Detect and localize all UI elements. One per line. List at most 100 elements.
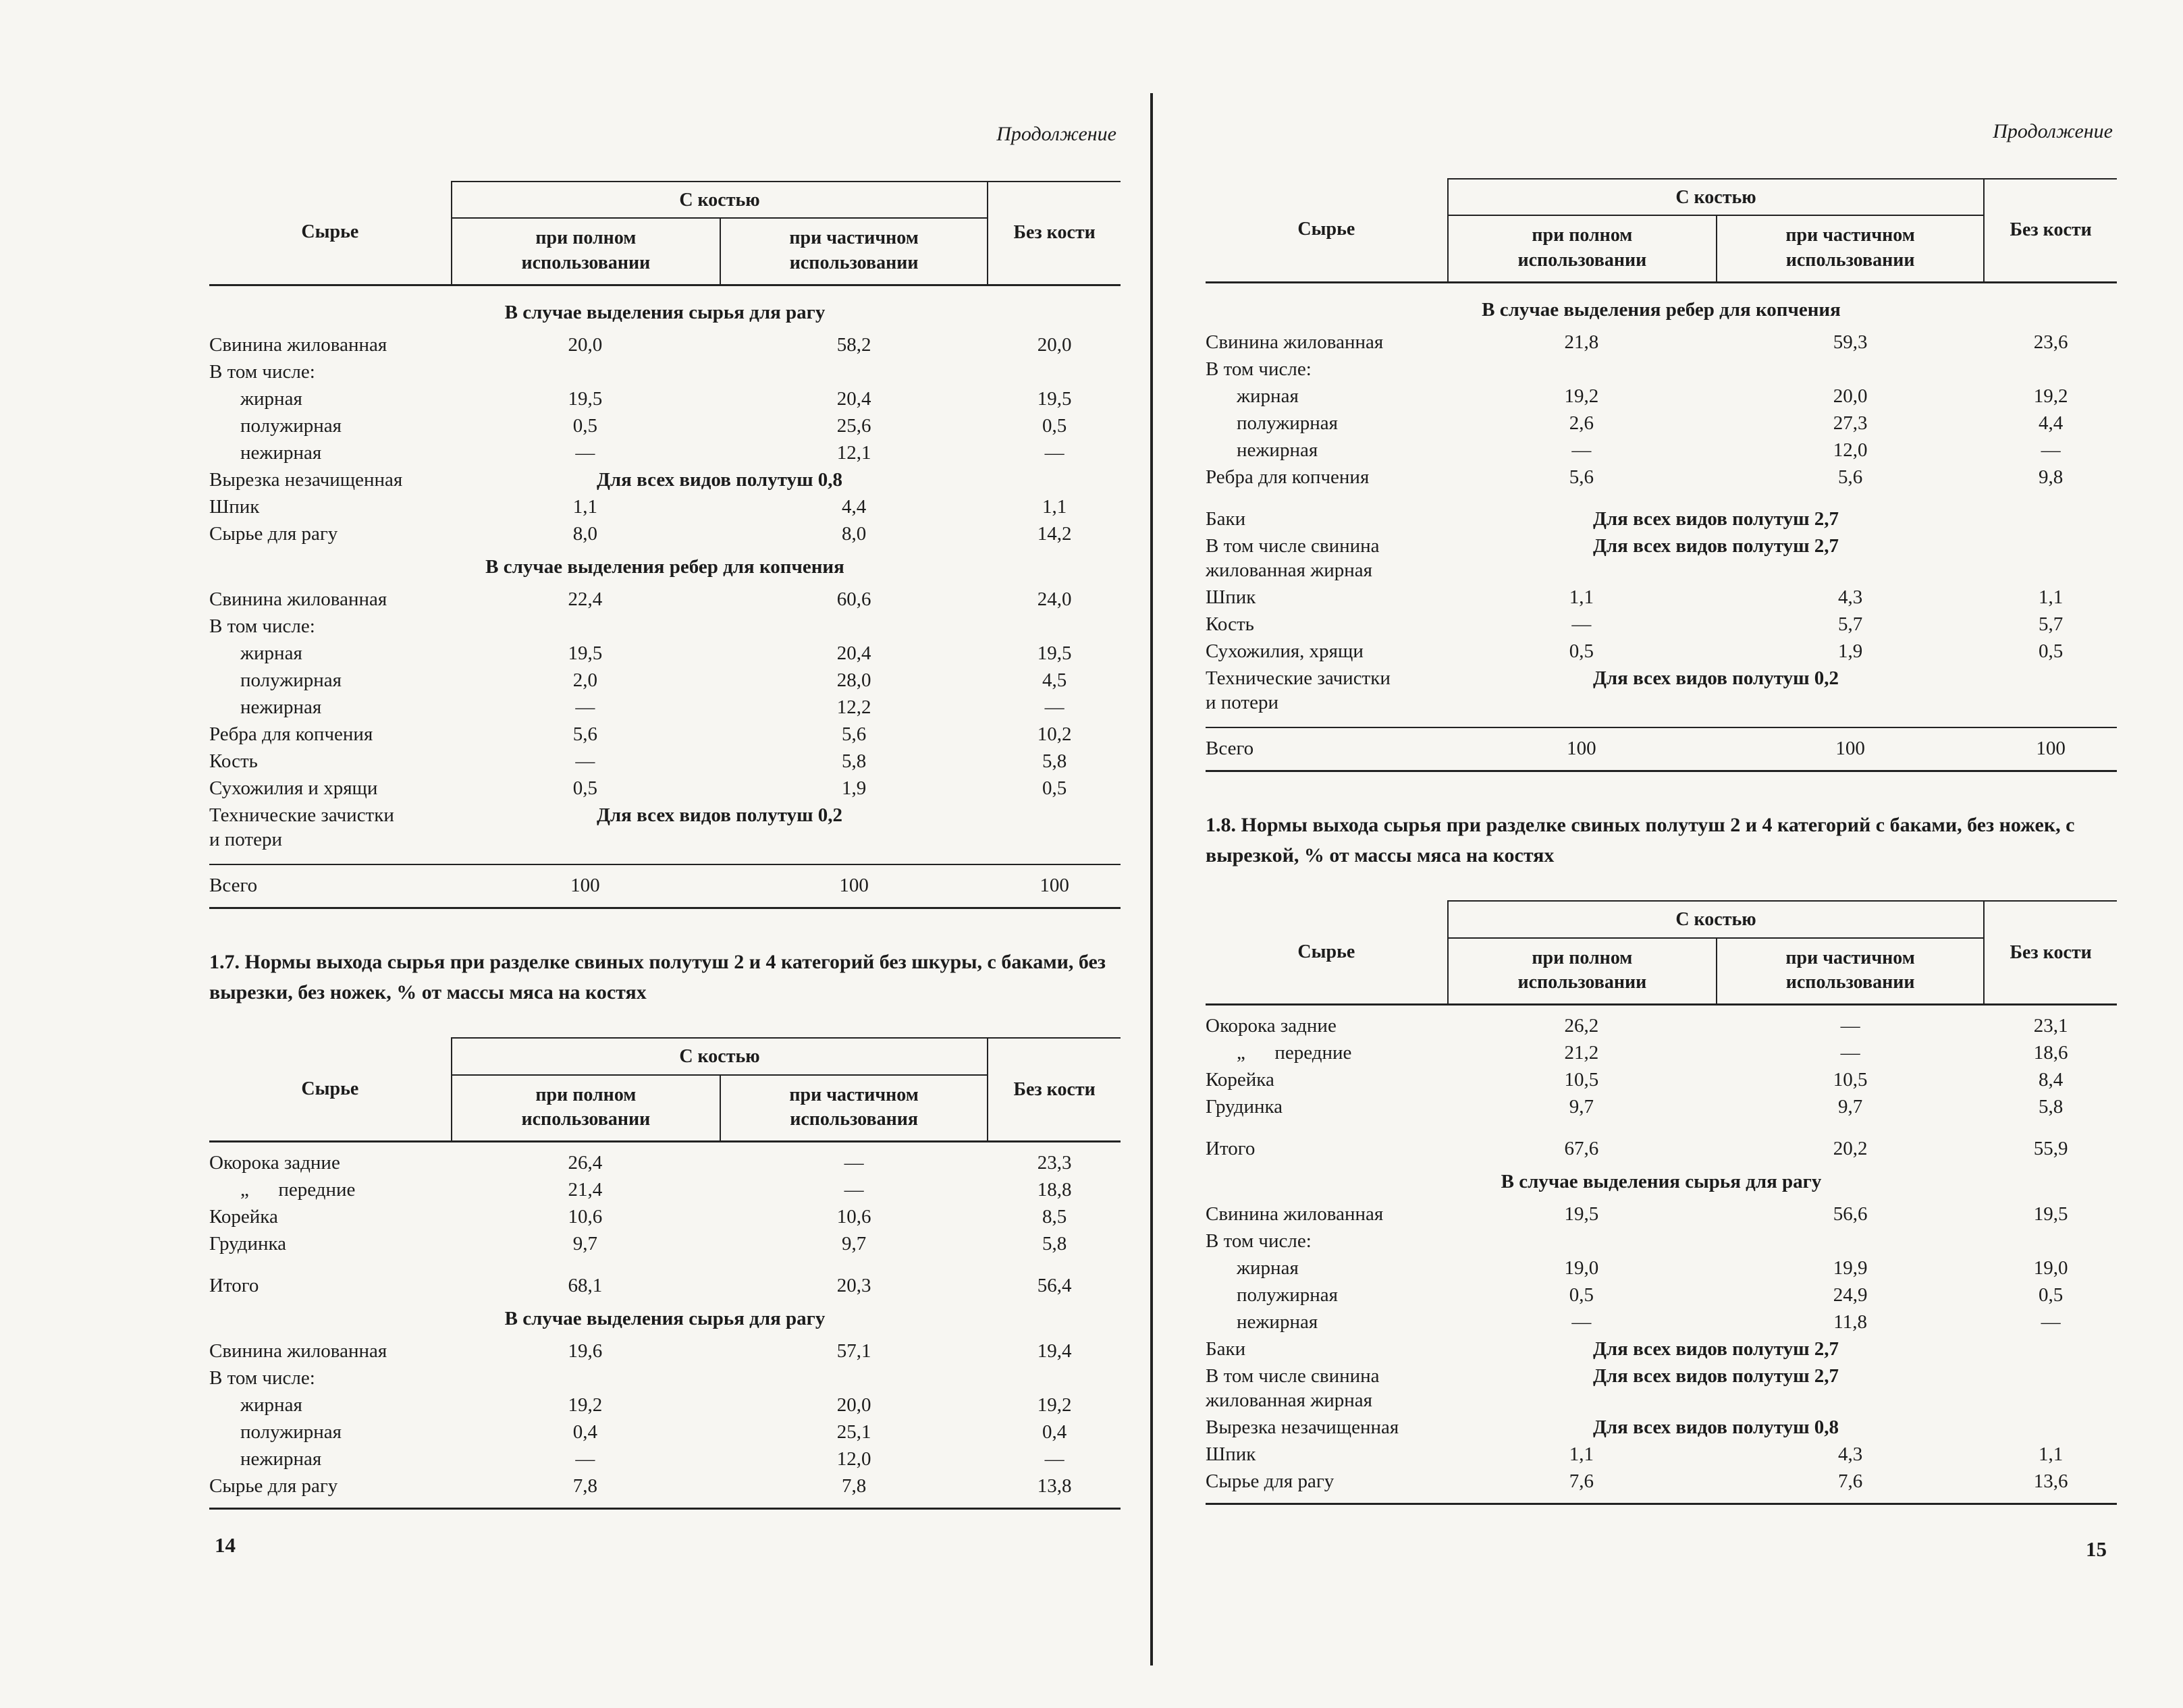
row-label: Корейка: [209, 1206, 278, 1228]
continuation-label-right: Продолжение: [1993, 120, 2113, 142]
header-boneless-column: Без кости: [1985, 178, 2117, 281]
row-label: Технические зачистки и потери: [1206, 667, 1391, 714]
table-continuation-right: Сырье С костью при полном использовании при…: [1206, 178, 2117, 773]
row-value-partial-use: 4,4: [842, 496, 867, 518]
header-boneless-label: Без кости: [1013, 1078, 1096, 1100]
row-value-boneless: 13,8: [1037, 1475, 1072, 1497]
row-value-boneless: 9,8: [2039, 466, 2064, 489]
table-1-8: Сырье С костью при полном использовании при…: [1206, 900, 2117, 1506]
row-value-full-use: 67,6: [1564, 1138, 1599, 1160]
row-value-full-use: 0,5: [1569, 1284, 1594, 1306]
row-label: В том числе свинина жилованная жирная: [1206, 1365, 1380, 1412]
section-heading-1-8: 1.8. Нормы выхода сырья при разделке сви…: [1206, 814, 2075, 867]
row-value-full-use: 1,1: [1569, 586, 1594, 609]
table-row: Технические зачистки и потери Для всех ви…: [1206, 665, 2117, 716]
row-value-full-use: 26,2: [1564, 1015, 1599, 1037]
row-label: Ребра для копчения: [1206, 466, 1370, 489]
row-value-boneless: 5,8: [2039, 1096, 2064, 1118]
row-value-partial-use: 12,0: [836, 1448, 871, 1470]
row-label: полужирная: [240, 1421, 342, 1443]
header-full-use-label: при полном использовании: [521, 227, 651, 273]
row-label: „ передние: [1237, 1042, 1352, 1064]
row-value-partial-use: 20,4: [836, 642, 871, 665]
row-value-partial-use: 5,8: [842, 750, 867, 773]
table-header: Сырье С костью при полном использовании при…: [1206, 900, 2117, 1006]
header-with-bone-group: С костью при полном использовании при част…: [450, 1037, 989, 1141]
row-value-partial-use: —: [1840, 1015, 1860, 1037]
page-15: Продолжение Сырье С костью при полном испо…: [1206, 120, 2117, 1506]
row-value-partial-use: 20,0: [836, 1394, 871, 1416]
page-number-14: 14: [215, 1533, 236, 1557]
table-row: жирная 19,5 20,4 19,5: [209, 640, 1121, 667]
section-title: В случае выделения ребер для копчения: [485, 556, 844, 578]
table-row: полужирная 2,6 27,3 4,4: [1206, 410, 2117, 437]
table-row: Свинина жилованная 21,8 59,3 23,6: [1206, 329, 2117, 356]
row-span-note: Для всех видов полутуш 0,2: [1592, 667, 1839, 690]
header-subcolumns: при полном использовании при частичном ис…: [452, 1075, 988, 1141]
header-with-bone-label: С костью: [1448, 180, 1984, 217]
table-row: нежирная — 12,1 —: [209, 439, 1121, 466]
row-value-full-use: 26,4: [568, 1152, 603, 1174]
table-row: Шпик 1,1 4,3 1,1: [1206, 584, 2117, 611]
row-label: В том числе:: [209, 1367, 315, 1389]
table-row: полужирная 0,4 25,1 0,4: [209, 1418, 1121, 1445]
table-row: жирная 19,0 19,9 19,0: [1206, 1255, 2117, 1282]
row-value-full-use: 19,5: [1564, 1203, 1599, 1225]
table-row: Вырезка незачищенная Для всех видов полут…: [209, 466, 1121, 493]
header-material-label: Сырье: [1297, 219, 1355, 240]
table-row: „ передние 21,4 — 18,8: [209, 1176, 1121, 1203]
header-with-bone-label: С костью: [1448, 902, 1984, 939]
row-label: Окорока задние: [209, 1152, 340, 1174]
row-value-full-use: 10,5: [1564, 1069, 1599, 1091]
header-partial-use-label: при частичном использовании: [1716, 216, 1983, 282]
table-row: Всего 100 100 100: [209, 864, 1121, 899]
row-value-full-use: 21,8: [1564, 331, 1599, 354]
row-value-full-use: 19,0: [1564, 1257, 1599, 1279]
row-value-partial-use: 8,0: [842, 523, 867, 545]
row-value-partial-use: 4,3: [1838, 1443, 1863, 1466]
header-partial-use-label: при частичном использовании: [1716, 938, 1983, 1004]
header-boneless-label: Без кости: [2010, 941, 2092, 963]
table-row: Окорока задние 26,2 — 23,1: [1206, 1012, 2117, 1039]
row-span-note: Для всех видов полутуш 0,2: [596, 804, 843, 827]
table-row: Сырье для рагу 7,8 7,8 13,8: [209, 1472, 1121, 1499]
row-value-partial-use: 20,3: [836, 1275, 871, 1297]
table-row: жирная 19,2 20,0 19,2: [209, 1392, 1121, 1418]
row-value-partial-use: 20,4: [836, 388, 871, 410]
row-label: В том числе:: [209, 361, 315, 383]
row-value-boneless: 24,0: [1037, 588, 1072, 611]
row-value-full-use: 20,0: [568, 334, 603, 356]
row-value-full-use: 19,2: [568, 1394, 603, 1416]
row-value-boneless: 5,8: [1042, 750, 1067, 773]
row-value-full-use: 19,2: [1564, 385, 1599, 408]
row-value-full-use: 7,6: [1569, 1470, 1594, 1493]
row-value-partial-use: 27,3: [1833, 412, 1868, 435]
row-label: Сухожилия, хрящи: [1206, 640, 1364, 663]
table-row: Кость — 5,8 5,8: [209, 748, 1121, 775]
table-row: Сырье для рагу 8,0 8,0 14,2: [209, 520, 1121, 547]
row-value-boneless: 8,4: [2039, 1069, 2064, 1091]
row-value-full-use: 68,1: [568, 1275, 603, 1297]
row-span-note: Для всех видов полутуш 0,8: [1592, 1416, 1839, 1439]
table-row: В том числе:: [209, 1365, 1121, 1392]
row-label: Свинина жилованная: [1206, 331, 1384, 354]
row-value-boneless: 1,1: [1042, 496, 1067, 518]
row-label: Всего: [1206, 738, 1254, 760]
table-body: Окорока задние 26,2 — 23,1 „ передние 21,2 — 18…: [1206, 1005, 2117, 1495]
table-row: Сухожилия, хрящи 0,5 1,9 0,5: [1206, 638, 2117, 665]
row-label: „ передние: [240, 1179, 356, 1201]
row-value-full-use: 21,4: [568, 1179, 603, 1201]
table-row: Окорока задние 26,4 — 23,3: [209, 1149, 1121, 1176]
header-partial-use-label: при частичном использовании: [720, 219, 987, 285]
row-value-boneless: 19,4: [1037, 1340, 1072, 1362]
row-value-boneless: 56,4: [1037, 1275, 1072, 1297]
row-value-partial-use: 100: [839, 875, 869, 897]
header-with-bone-group: С костью при полном использовании при част…: [1447, 900, 1985, 1004]
table-body: В случае выделения сырья для рагу Свинина…: [209, 286, 1121, 899]
row-value-boneless: —: [1044, 696, 1064, 719]
row-label: Всего: [209, 875, 258, 897]
row-label: Шпик: [1206, 586, 1256, 609]
row-value-boneless: 1,1: [2039, 1443, 2064, 1466]
header-with-bone-group: С костью при полном использовании при част…: [450, 181, 989, 285]
row-label: нежирная: [1237, 1311, 1318, 1333]
